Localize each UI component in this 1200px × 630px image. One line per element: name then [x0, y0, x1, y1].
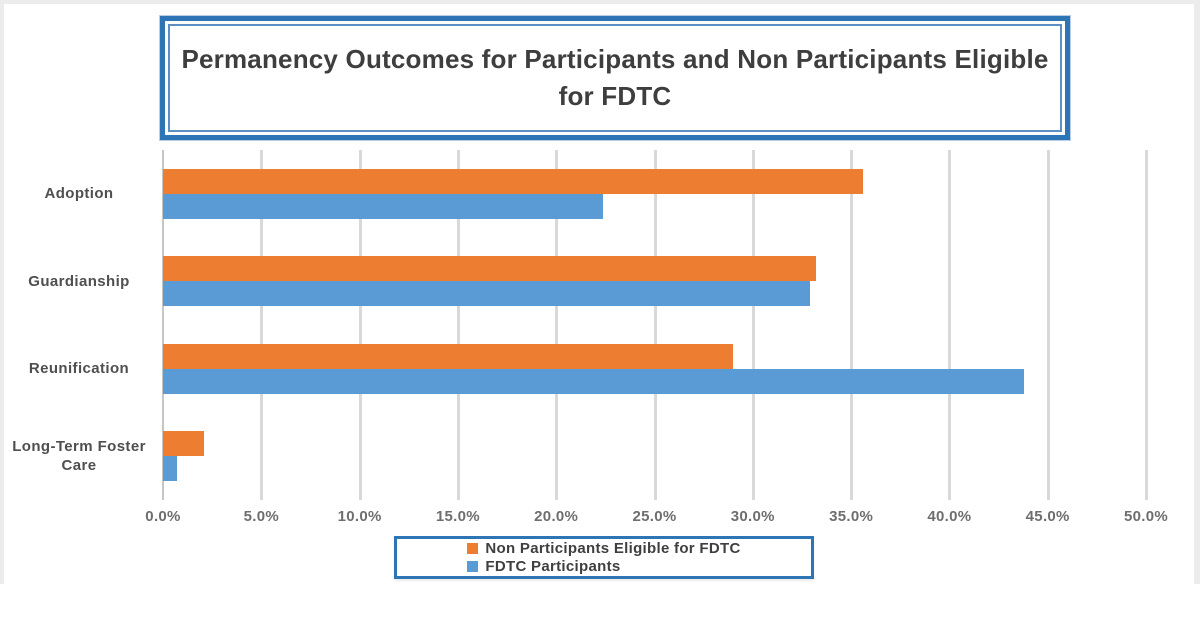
legend-label: FDTC Participants: [485, 558, 621, 575]
category-axis: Adoption Guardianship Reunification Long-Te…: [8, 150, 150, 500]
legend-item: Non Participants Eligible for FDTC: [467, 540, 740, 558]
x-tick-label: 25.0%: [632, 508, 677, 525]
gridline: [555, 150, 559, 500]
bar-fdtc-participants-guardianship: [163, 281, 810, 307]
bar-non-participants-adoption: [163, 168, 863, 194]
x-tick-label: 45.0%: [1025, 508, 1070, 525]
chart-title-box: Permanency Outcomes for Participants and…: [160, 16, 1070, 140]
chart-title-inner-border: Permanency Outcomes for Participants and…: [168, 24, 1062, 132]
value-axis: 0.0% 5.0% 10.0% 15.0% 20.0% 25.0% 30.0% 35.0% 40…: [145, 508, 1167, 530]
x-tick-label: 0.0%: [145, 508, 181, 525]
gridline: [948, 150, 952, 500]
legend: Non Participants Eligible for FDTC FDTC P…: [394, 536, 814, 579]
x-tick-label: 20.0%: [534, 508, 579, 525]
gridline: [1145, 150, 1148, 500]
gridline: [1046, 150, 1050, 500]
plot-area: [162, 150, 1148, 500]
x-tick-label: 40.0%: [927, 508, 972, 525]
window-edge-top: [0, 0, 1200, 4]
legend-item: FDTC Participants: [467, 558, 740, 576]
gridline: [456, 150, 460, 500]
x-tick-label: 15.0%: [435, 508, 480, 525]
x-tick-label: 30.0%: [730, 508, 775, 525]
legend-swatch-icon: [467, 543, 479, 554]
window-edge-left: [0, 0, 4, 584]
gridline: [358, 150, 362, 500]
bar-fdtc-participants-reunification: [163, 368, 1025, 394]
category-label: Long-Term Foster Care: [12, 437, 146, 475]
legend-swatch-icon: [467, 561, 479, 572]
bar-non-participants-guardianship: [163, 256, 816, 282]
x-tick-label: 10.0%: [337, 508, 382, 525]
bar-fdtc-participants-long-term-foster-care: [163, 456, 177, 482]
bar-non-participants-long-term-foster-care: [163, 431, 205, 457]
axis-line: [162, 150, 164, 500]
bar-non-participants-reunification: [163, 343, 734, 369]
legend-rows: Non Participants Eligible for FDTC FDTC P…: [467, 540, 740, 576]
category-label: Adoption: [44, 185, 114, 202]
gridline: [751, 150, 755, 500]
x-tick-label: 50.0%: [1123, 508, 1169, 525]
x-tick-label: 5.0%: [243, 508, 279, 525]
category-label: Guardianship: [28, 272, 130, 290]
window-edge-right: [1194, 0, 1200, 584]
gridline: [653, 150, 657, 500]
category-label: Reunification: [28, 360, 130, 377]
gridline: [260, 150, 264, 500]
bar-fdtc-participants-adoption: [163, 193, 604, 219]
chart-title: Permanency Outcomes for Participants and…: [181, 44, 1049, 111]
legend-label: Non Participants Eligible for FDTC: [485, 540, 741, 557]
gridline: [850, 150, 854, 500]
x-tick-label: 35.0%: [829, 508, 874, 525]
